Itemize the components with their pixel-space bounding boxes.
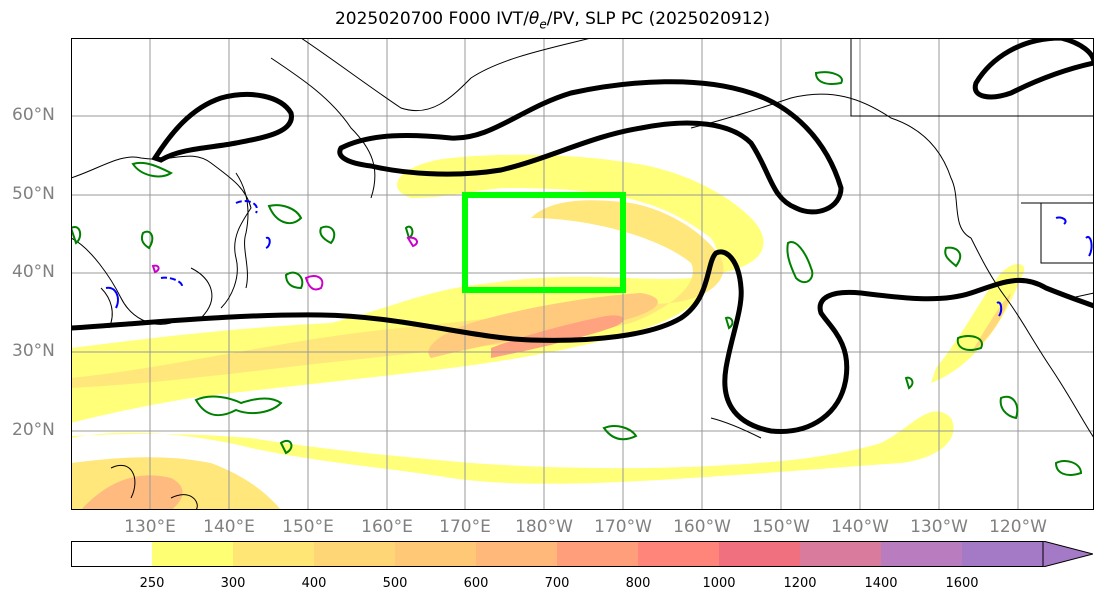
lon-label-160w: 160°W [673, 517, 731, 537]
lat-label-50n: 50°N [12, 184, 55, 204]
colorbar-segment [233, 541, 315, 567]
ivt-shading [71, 154, 1025, 510]
map-panel [71, 38, 1094, 510]
colorbar-tick-label: 400 [301, 576, 327, 591]
colorbar-tick-label: 1200 [783, 576, 817, 591]
colorbar-segment [719, 541, 801, 567]
theta-e-contours [105, 200, 1093, 317]
colorbar-segment [881, 541, 963, 567]
colorbar-segment [962, 541, 1044, 567]
colorbar-tick-label: 600 [463, 576, 489, 591]
colorbar-tick-label: 300 [220, 576, 246, 591]
lat-label-20n: 20°N [12, 420, 55, 440]
lat-label-30n: 30°N [12, 341, 55, 361]
lon-label-170e: 170°E [439, 517, 491, 537]
colorbar-segment [314, 541, 396, 567]
lon-label-120w: 120°W [989, 517, 1047, 537]
colorbar-tick-label: 500 [382, 576, 408, 591]
lon-label-170w: 170°W [594, 517, 652, 537]
lon-label-160e: 160°E [361, 517, 413, 537]
target-box [462, 192, 626, 293]
pv-contours [71, 71, 1083, 476]
lon-label-130w: 130°W [910, 517, 968, 537]
colorbar-tick-label: 250 [139, 576, 165, 591]
colorbar-tick-label: 1400 [864, 576, 898, 591]
colorbar-segment [152, 541, 234, 567]
colorbar-segment [638, 541, 720, 567]
colorbar-tick-label: 700 [544, 576, 570, 591]
colorbar-tick-label: 800 [625, 576, 651, 591]
colorbar-segment [395, 541, 477, 567]
lat-label-60n: 60°N [12, 105, 55, 125]
lon-label-180w: 180°W [515, 517, 573, 537]
lat-label-40n: 40°N [12, 262, 55, 282]
lon-label-150e: 150°E [282, 517, 334, 537]
colorbar-segment [71, 541, 153, 567]
colorbar-tick-label: 1600 [945, 576, 979, 591]
colorbar-segment [800, 541, 882, 567]
coastlines [71, 38, 1094, 510]
colorbar-tick-label: 1000 [702, 576, 736, 591]
lon-label-140e: 140°E [203, 517, 255, 537]
lon-label-140w: 140°W [831, 517, 889, 537]
map-title: 2025020700 F000 IVT/θe/PV, SLP PC (20250… [334, 9, 771, 32]
map-frame [71, 38, 1094, 510]
ivt-colorbar [71, 541, 1093, 567]
lon-label-130e: 130°E [124, 517, 176, 537]
colorbar-extend-arrow [1042, 541, 1093, 567]
colorbar-segment [476, 541, 558, 567]
colorbar-border [71, 541, 1043, 567]
lon-label-150w: 150°W [752, 517, 810, 537]
colorbar-segment [557, 541, 639, 567]
